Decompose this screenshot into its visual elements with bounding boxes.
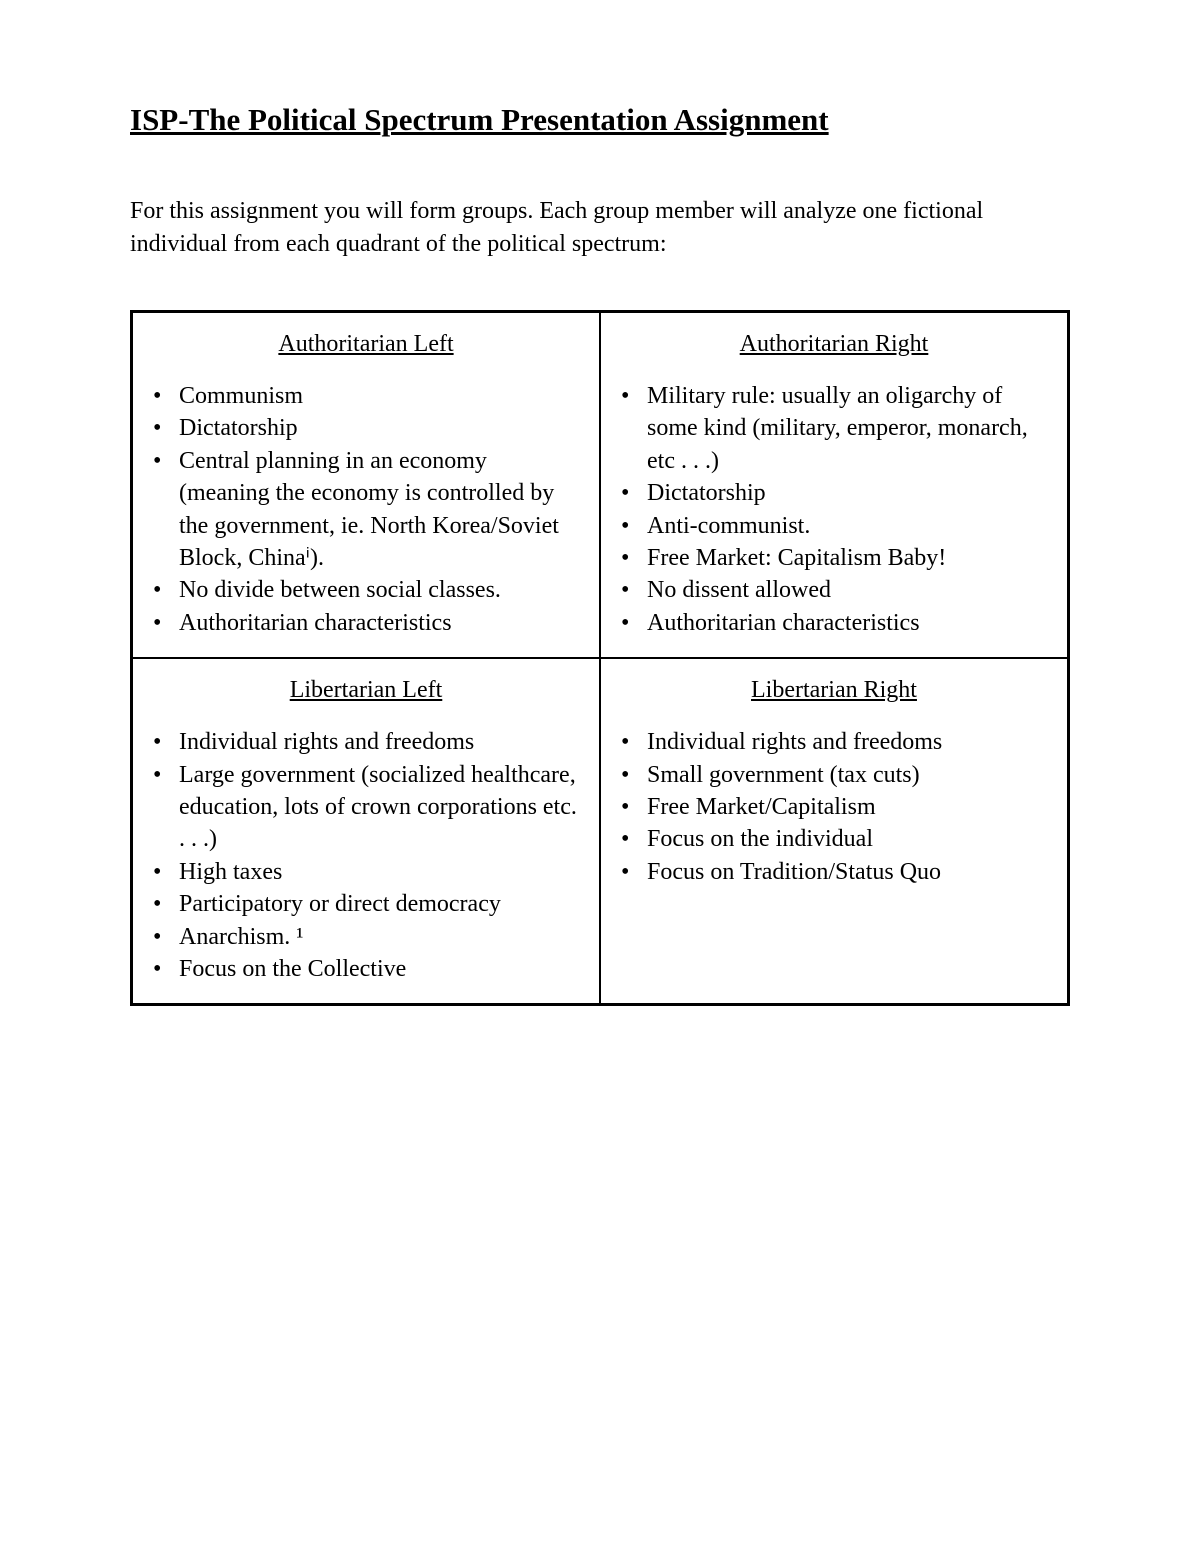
quadrant-title: Libertarian Right xyxy=(617,677,1051,704)
quadrant-title: Authoritarian Right xyxy=(617,331,1051,358)
list-item: No divide between social classes. xyxy=(149,574,583,606)
list-item: Dictatorship xyxy=(617,477,1051,509)
quadrant-list: Individual rights and freedoms Large gov… xyxy=(149,726,583,985)
quadrant-title: Authoritarian Left xyxy=(149,331,583,358)
list-item: Authoritarian characteristics xyxy=(149,607,583,639)
quadrant-libertarian-left: Libertarian Left Individual rights and f… xyxy=(132,658,600,1004)
list-item: Anarchism. ¹ xyxy=(149,921,583,953)
list-item: Large government (socialized healthcare,… xyxy=(149,759,583,856)
list-item: Individual rights and freedoms xyxy=(617,726,1051,758)
quadrant-authoritarian-left: Authoritarian Left Communism Dictatorshi… xyxy=(132,312,600,658)
list-item: Free Market/Capitalism xyxy=(617,791,1051,823)
list-item: Central planning in an economy (meaning … xyxy=(149,445,583,575)
list-item: Participatory or direct democracy xyxy=(149,888,583,920)
quadrant-libertarian-right: Libertarian Right Individual rights and … xyxy=(600,658,1068,1004)
quadrant-title: Libertarian Left xyxy=(149,677,583,704)
intro-paragraph: For this assignment you will form groups… xyxy=(130,195,1070,260)
page-title: ISP-The Political Spectrum Presentation … xyxy=(130,100,1070,140)
list-item: Focus on the individual xyxy=(617,823,1051,855)
list-item: Focus on the Collective xyxy=(149,953,583,985)
list-item: Individual rights and freedoms xyxy=(149,726,583,758)
list-item: Dictatorship xyxy=(149,412,583,444)
list-item: Communism xyxy=(149,380,583,412)
quadrant-list: Communism Dictatorship Central planning … xyxy=(149,380,583,639)
list-item: Focus on Tradition/Status Quo xyxy=(617,856,1051,888)
list-item: No dissent allowed xyxy=(617,574,1051,606)
quadrant-list: Individual rights and freedoms Small gov… xyxy=(617,726,1051,888)
quadrant-grid: Authoritarian Left Communism Dictatorshi… xyxy=(130,310,1070,1006)
list-item: Anti-communist. xyxy=(617,510,1051,542)
list-item: Small government (tax cuts) xyxy=(617,759,1051,791)
list-item: Authoritarian characteristics xyxy=(617,607,1051,639)
quadrant-authoritarian-right: Authoritarian Right Military rule: usual… xyxy=(600,312,1068,658)
quadrant-list: Military rule: usually an oligarchy of s… xyxy=(617,380,1051,639)
list-item: High taxes xyxy=(149,856,583,888)
list-item: Military rule: usually an oligarchy of s… xyxy=(617,380,1051,477)
list-item: Free Market: Capitalism Baby! xyxy=(617,542,1051,574)
